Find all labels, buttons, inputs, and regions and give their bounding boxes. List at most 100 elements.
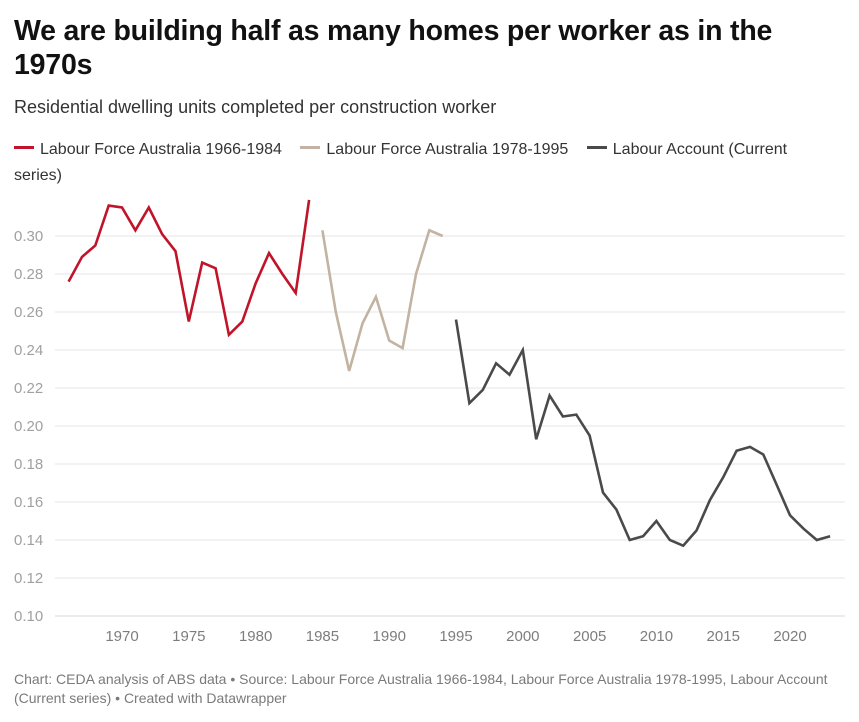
y-tick-label: 0.14 — [14, 532, 43, 549]
data-point — [814, 537, 820, 543]
x-tick-label: 1980 — [239, 628, 272, 645]
data-point — [333, 309, 339, 315]
data-point — [506, 372, 512, 378]
data-point — [493, 360, 499, 366]
source-note: Source: Labour Force Australia 1966-1984… — [14, 671, 828, 706]
data-point — [426, 227, 432, 233]
legend-item-labour-account: Labour Account (Current series) — [14, 141, 787, 184]
data-point — [226, 332, 232, 338]
data-point — [360, 320, 366, 326]
data-point — [627, 537, 633, 543]
data-point — [373, 294, 379, 300]
data-point — [306, 197, 312, 203]
data-point — [400, 345, 406, 351]
datawrapper-credit: Created with Datawrapper — [123, 690, 287, 706]
chart-credit: Chart: CEDA analysis of ABS data — [14, 671, 227, 687]
x-tick-label: 2010 — [640, 628, 673, 645]
data-point — [293, 290, 299, 296]
legend-label: Labour Force Australia 1978-1995 — [326, 141, 569, 158]
data-point — [346, 368, 352, 374]
data-point — [800, 526, 806, 532]
legend-swatch-dark — [586, 146, 607, 150]
gridlines — [55, 235, 845, 617]
x-axis: 1970 1975 1980 1985 1990 1995 2000 2005 2010 2015… — [105, 628, 806, 645]
x-tick-label: 1985 — [306, 628, 339, 645]
data-point — [319, 227, 325, 233]
y-tick-label: 0.18 — [14, 456, 43, 473]
y-tick-label: 0.12 — [14, 570, 43, 587]
y-tick-label: 0.20 — [14, 418, 43, 435]
data-point — [600, 490, 606, 496]
data-point — [239, 319, 245, 325]
data-point — [694, 528, 700, 534]
series-line-3 — [454, 319, 831, 548]
x-tick-label: 2020 — [773, 628, 806, 645]
legend: Labour Force Australia 1966-1984 Labour … — [14, 137, 814, 189]
x-tick-label: 2005 — [573, 628, 606, 645]
data-point — [453, 317, 459, 323]
data-point — [279, 271, 285, 277]
x-tick-label: 2015 — [707, 628, 740, 645]
data-point — [547, 393, 553, 399]
data-point — [480, 387, 486, 393]
x-tick-label: 1995 — [439, 628, 472, 645]
data-point — [199, 260, 205, 266]
footer-separator: • — [226, 671, 240, 687]
data-point — [827, 533, 833, 539]
y-tick-label: 0.28 — [14, 266, 43, 283]
x-tick-label: 1970 — [105, 628, 138, 645]
series-line-2 — [321, 228, 444, 372]
data-point — [707, 497, 713, 503]
y-tick-label: 0.16 — [14, 494, 43, 511]
footer-separator: • — [115, 690, 124, 706]
data-point — [172, 248, 178, 254]
legend-label: Labour Force Australia 1966-1984 — [40, 141, 282, 158]
data-point — [587, 433, 593, 439]
data-point — [213, 265, 219, 271]
data-point — [66, 279, 72, 285]
y-tick-label: 0.22 — [14, 380, 43, 397]
y-tick-label: 0.24 — [14, 342, 43, 359]
data-point — [774, 482, 780, 488]
y-tick-label: 0.30 — [14, 228, 43, 245]
data-point — [466, 400, 472, 406]
data-point — [386, 338, 392, 344]
data-point — [79, 254, 85, 260]
legend-item-lfa-1978-1995: Labour Force Australia 1978-1995 — [300, 141, 572, 158]
data-point — [653, 518, 659, 524]
data-point — [533, 436, 539, 442]
y-axis: 0.10 0.12 0.14 0.16 0.18 0.20 0.22 0.24 0.26 0.28… — [14, 228, 43, 625]
series-lines — [66, 197, 833, 549]
data-point — [92, 243, 98, 249]
data-point — [640, 533, 646, 539]
data-point — [106, 203, 112, 209]
y-tick-label: 0.26 — [14, 304, 43, 321]
data-point — [787, 512, 793, 518]
chart-subtitle: Residential dwelling units completed per… — [14, 97, 497, 117]
data-point — [253, 281, 259, 287]
data-point — [680, 543, 686, 549]
chart-title: We are building half as many homes per w… — [14, 15, 773, 81]
data-point — [747, 444, 753, 450]
data-point — [520, 347, 526, 353]
x-tick-label: 1975 — [172, 628, 205, 645]
data-point — [573, 412, 579, 418]
data-point — [440, 233, 446, 239]
legend-swatch-beige — [300, 146, 321, 150]
chart-footer: Chart: CEDA analysis of ABS data • Sourc… — [14, 670, 844, 708]
data-point — [667, 537, 673, 543]
data-point — [146, 205, 152, 211]
data-point — [186, 319, 192, 325]
x-tick-label: 1990 — [373, 628, 406, 645]
series-line-1 — [67, 199, 311, 338]
legend-item-lfa-1966-1984: Labour Force Australia 1966-1984 — [14, 141, 286, 158]
data-point — [734, 448, 740, 454]
data-point — [613, 507, 619, 513]
data-point — [132, 227, 138, 233]
data-point — [560, 414, 566, 420]
data-point — [266, 250, 272, 256]
data-point — [119, 205, 125, 211]
legend-label: Labour Account (Current series) — [14, 141, 788, 184]
data-point — [413, 271, 419, 277]
